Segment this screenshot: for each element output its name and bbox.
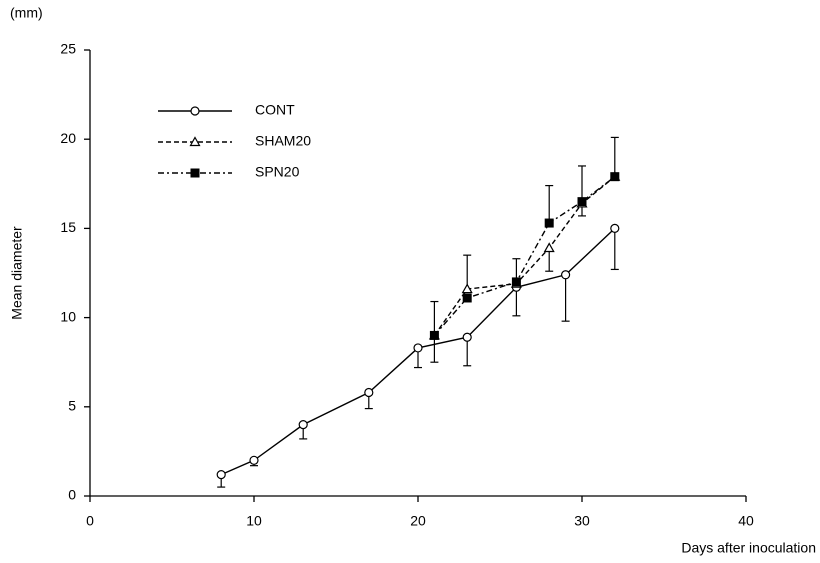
- marker: [429, 330, 439, 340]
- marker: [298, 420, 308, 430]
- marker: [364, 387, 374, 398]
- marker: [560, 270, 571, 280]
- legend-label: SHAM20: [255, 133, 311, 149]
- error-bar: [610, 136, 619, 177]
- x-tick-label: 0: [86, 513, 94, 529]
- y-tick-label: 20: [60, 130, 76, 146]
- marker: [462, 332, 472, 342]
- error-bar: [561, 274, 570, 322]
- legend-label: SPN20: [255, 164, 300, 180]
- marker: [577, 197, 587, 207]
- error-bar: [578, 165, 586, 202]
- series-line: [433, 176, 616, 336]
- y-tick-label: 25: [60, 41, 76, 57]
- x-tick-label: 20: [410, 513, 426, 529]
- marker: [461, 283, 473, 294]
- y-tick-label: 15: [60, 219, 76, 235]
- error-bar: [610, 228, 619, 271]
- y-axis-label: Mean diameter: [9, 226, 25, 320]
- marker: [462, 293, 472, 303]
- x-tick-label: 30: [574, 513, 590, 529]
- x-tick-label: 10: [246, 513, 262, 529]
- y-tick-label: 0: [68, 487, 76, 503]
- marker: [413, 343, 423, 353]
- marker: [610, 172, 620, 182]
- marker: [216, 469, 226, 480]
- legend-label: CONT: [255, 102, 295, 118]
- legend-marker: [190, 106, 200, 116]
- error-bar: [463, 337, 472, 367]
- x-axis-label: Days after inoculation: [681, 540, 816, 556]
- legend-marker: [189, 136, 201, 147]
- marker: [610, 223, 620, 233]
- error-bar: [512, 287, 521, 317]
- marker: [511, 277, 521, 287]
- marker: [543, 242, 555, 253]
- y-tick-label: 5: [68, 398, 76, 414]
- y-unit: (mm): [10, 5, 43, 21]
- marker: [249, 455, 259, 465]
- series-line: [433, 176, 616, 336]
- error-bar: [430, 300, 439, 336]
- x-tick-label: 40: [738, 513, 754, 529]
- error-bar: [545, 184, 554, 224]
- marker: [544, 218, 554, 228]
- y-tick-label: 10: [60, 308, 76, 324]
- legend-marker: [190, 168, 200, 178]
